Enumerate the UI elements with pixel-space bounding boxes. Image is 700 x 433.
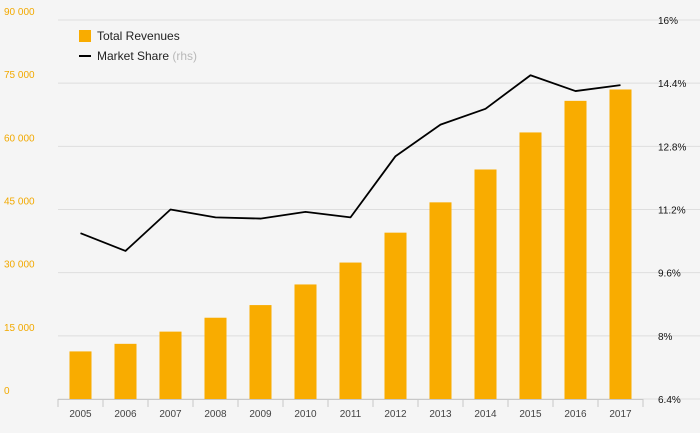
y-left-tick-label: 45 000 [4, 197, 35, 208]
legend-swatch-total-revenues [79, 30, 91, 42]
y-right-tick-label: 11.2% [658, 206, 686, 217]
y-right-tick-label: 16% [658, 16, 678, 27]
y-left-tick-label: 30 000 [4, 260, 35, 271]
x-tick-label: 2016 [564, 409, 587, 420]
y-right-tick-label: 9.6% [658, 269, 681, 280]
bar-total-revenues [69, 351, 92, 399]
y-left-tick-label: 60 000 [4, 133, 35, 144]
x-tick-label: 2011 [340, 409, 362, 420]
gridlines [58, 19, 700, 400]
bar-total-revenues [564, 100, 587, 399]
bar-total-revenues [429, 202, 452, 399]
bar-total-revenues [339, 262, 362, 399]
bar-total-revenues [114, 343, 137, 399]
legend-label-market-share-text: Market Share [97, 49, 172, 63]
line-market-share [80, 74, 621, 252]
bar-total-revenues [249, 305, 272, 399]
y-left-tick-label: 90 000 [4, 7, 35, 18]
legend-label-market-share: Market Share (rhs) [97, 49, 197, 63]
x-tick-label: 2013 [429, 409, 452, 420]
bar-total-revenues [294, 284, 317, 399]
y-right-tick-label: 6.4% [658, 395, 681, 406]
bar-total-revenues [474, 169, 497, 399]
y-right-tick-label: 8% [658, 332, 673, 343]
y-left-tick-label: 0 [4, 386, 10, 397]
x-tick-label: 2017 [609, 409, 632, 420]
axes: 0 15 000 30 000 45 000 60 000 75 000 90 000 6.4… [4, 7, 686, 420]
x-tick-label: 2006 [114, 409, 137, 420]
x-tick-label: 2014 [474, 409, 497, 420]
bars-total-revenues [69, 89, 632, 400]
x-tick-label: 2005 [69, 409, 92, 420]
bar-total-revenues [204, 317, 227, 399]
bar-total-revenues [519, 132, 542, 400]
legend-label-total-revenues: Total Revenues [97, 29, 180, 43]
bar-total-revenues [609, 89, 632, 399]
x-tick-label: 2009 [249, 409, 272, 420]
bar-total-revenues [384, 232, 407, 399]
x-tick-label: 2010 [294, 409, 317, 420]
y-right-tick-label: 14.4% [658, 79, 686, 90]
x-tick-label: 2007 [159, 409, 182, 420]
x-tick-label: 2012 [384, 409, 407, 420]
x-tick-label: 2015 [519, 409, 542, 420]
y-right-tick-label: 12.8% [658, 142, 686, 153]
bar-total-revenues [159, 331, 182, 399]
legend-note-rhs: (rhs) [172, 49, 197, 63]
legend: Total Revenues Market Share (rhs) [79, 29, 197, 63]
y-left-tick-label: 75 000 [4, 70, 35, 81]
y-left-tick-label: 15 000 [4, 323, 35, 334]
x-tick-label: 2008 [204, 409, 227, 420]
